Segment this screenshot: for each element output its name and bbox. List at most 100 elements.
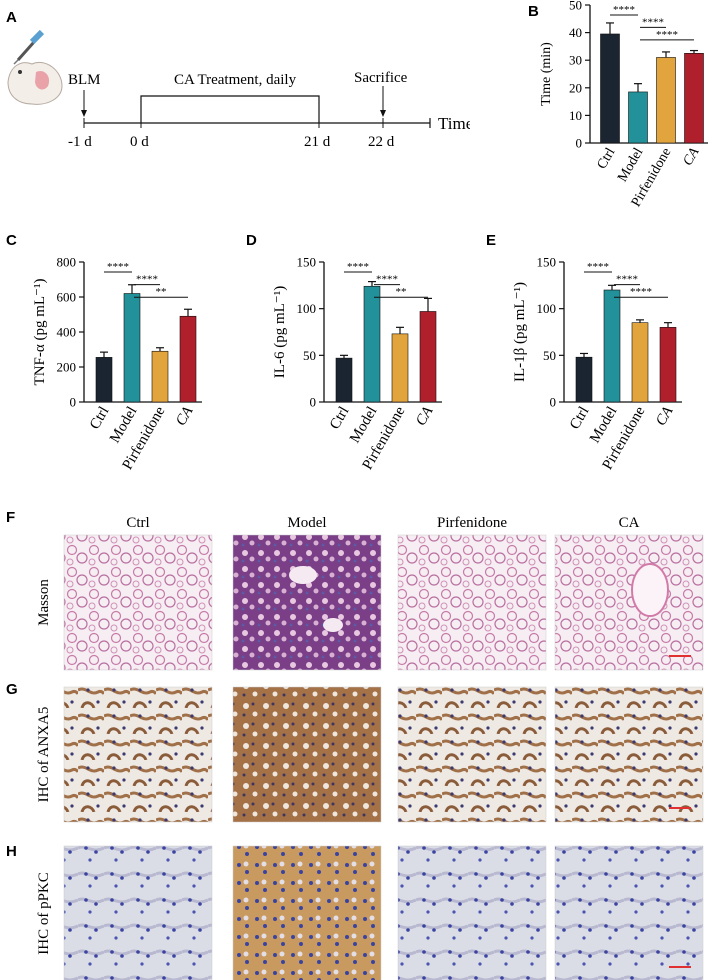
y-tick-label: 0 (550, 395, 557, 410)
significance-label: **** (656, 29, 678, 41)
category-label: CA (413, 403, 437, 428)
histology-image-masson-1 (232, 534, 382, 671)
y-axis-label: IL-1β (pg mL⁻¹) (512, 282, 528, 382)
tick-0d: 0 d (130, 134, 149, 150)
y-axis-label: IL-6 (pg mL⁻¹) (272, 286, 288, 378)
y-tick-label: 100 (537, 301, 557, 316)
y-tick-label: 40 (569, 25, 582, 40)
bar-ctrl (95, 357, 113, 403)
significance-label: **** (587, 261, 609, 273)
histology-image-ihc-brown-2 (397, 686, 547, 823)
column-header: Pirfenidone (437, 515, 507, 531)
panel-label-e: E (486, 232, 496, 249)
treatment-label: CA Treatment, daily (174, 72, 297, 88)
histology-image-ihc-blue-0 (63, 845, 213, 980)
bar-model (603, 289, 621, 403)
significance-label: **** (376, 274, 398, 286)
column-header: Model (287, 515, 326, 531)
airway-shape (323, 618, 343, 632)
y-tick-label: 100 (297, 301, 317, 316)
mouse-illustration (7, 29, 63, 105)
panel-label-f: F (6, 509, 15, 526)
significance-label: **** (136, 274, 158, 286)
bar-model (363, 285, 381, 403)
y-tick-label: 0 (576, 136, 583, 151)
tick-21d: 21 d (304, 134, 331, 150)
significance-label: ** (156, 286, 167, 298)
bar-pirfenidone (656, 57, 676, 144)
y-tick-label: 0 (310, 395, 317, 410)
category-label: Ctrl (567, 404, 593, 432)
significance-label: **** (630, 286, 652, 298)
histology-image-masson-3 (554, 534, 704, 671)
histology-image-ihc-blue-3 (554, 845, 704, 980)
airway-shape (289, 566, 317, 584)
treatment-bracket (140, 95, 320, 123)
y-tick-label: 50 (543, 348, 556, 363)
histology-grid: Ctrl Model Pirfenidone CA Masson IHC of ANXA5… (36, 515, 704, 980)
panel-label-c: C (6, 232, 17, 249)
y-tick-label: 150 (537, 255, 557, 270)
category-label: Ctrl (87, 404, 113, 432)
significance-label: **** (347, 261, 369, 273)
y-tick-label: 600 (57, 290, 77, 305)
column-header: Ctrl (126, 515, 149, 531)
bar-model (123, 293, 141, 403)
panel-label-g: G (6, 681, 18, 698)
histology-image-masson-0 (63, 534, 213, 671)
histology-image-ihc-brown-1 (232, 686, 382, 823)
bar-ca (659, 327, 677, 403)
timeline-axis-label: Time (438, 114, 470, 133)
histology-image-ihc-blue-2 (397, 845, 547, 980)
y-tick-label: 30 (569, 53, 582, 68)
category-label: CA (653, 403, 677, 428)
tick-22d: 22 d (368, 134, 395, 150)
bar-pirfenidone (391, 333, 409, 403)
category-label: CA (173, 403, 197, 428)
row-label: Masson (36, 579, 52, 626)
bar-model (628, 91, 648, 144)
bar-pirfenidone (151, 350, 169, 403)
row-label: IHC of ANXA5 (36, 707, 52, 803)
panel-label-d: D (246, 232, 257, 249)
bar-ca (179, 315, 197, 403)
bar-ctrl (600, 33, 620, 144)
y-axis-label: TNF-α (pg mL⁻¹) (32, 279, 48, 386)
category-label: CA (681, 145, 703, 168)
significance-label: **** (616, 274, 638, 286)
significance-label: **** (107, 261, 129, 273)
y-tick-label: 0 (70, 395, 77, 410)
y-tick-label: 400 (57, 325, 77, 340)
category-label: Ctrl (327, 404, 353, 432)
row-label: IHC of pPKC (36, 872, 52, 955)
tick-minus1d: -1 d (68, 134, 92, 150)
significance-label: **** (642, 16, 664, 28)
y-tick-label: 150 (297, 255, 317, 270)
y-tick-label: 20 (569, 80, 582, 95)
significance-label: **** (613, 4, 635, 16)
y-tick-label: 10 (569, 108, 582, 123)
bar-ctrl (335, 357, 353, 403)
sacrifice-label: Sacrifice (354, 70, 408, 86)
histology-image-masson-2 (397, 534, 547, 671)
panel-label-h: H (6, 843, 17, 860)
category-label: Ctrl (595, 145, 619, 171)
bar-ctrl (575, 356, 593, 403)
histology-image-ihc-brown-3 (554, 686, 704, 823)
panel-label-a: A (6, 9, 17, 26)
y-tick-label: 50 (569, 0, 582, 13)
y-tick-label: 800 (57, 255, 77, 270)
blm-label: BLM (68, 72, 101, 88)
bar-pirfenidone (631, 322, 649, 403)
bar-ca (419, 311, 437, 403)
y-tick-label: 200 (57, 360, 77, 375)
airway-shape (631, 563, 669, 617)
bar-ca (684, 52, 704, 144)
y-tick-label: 50 (303, 348, 316, 363)
timeline-panel: Time -1 d 0 d 21 d 22 d BLM CA Treatment… (7, 29, 470, 150)
y-axis-label: Time (min) (539, 42, 554, 106)
